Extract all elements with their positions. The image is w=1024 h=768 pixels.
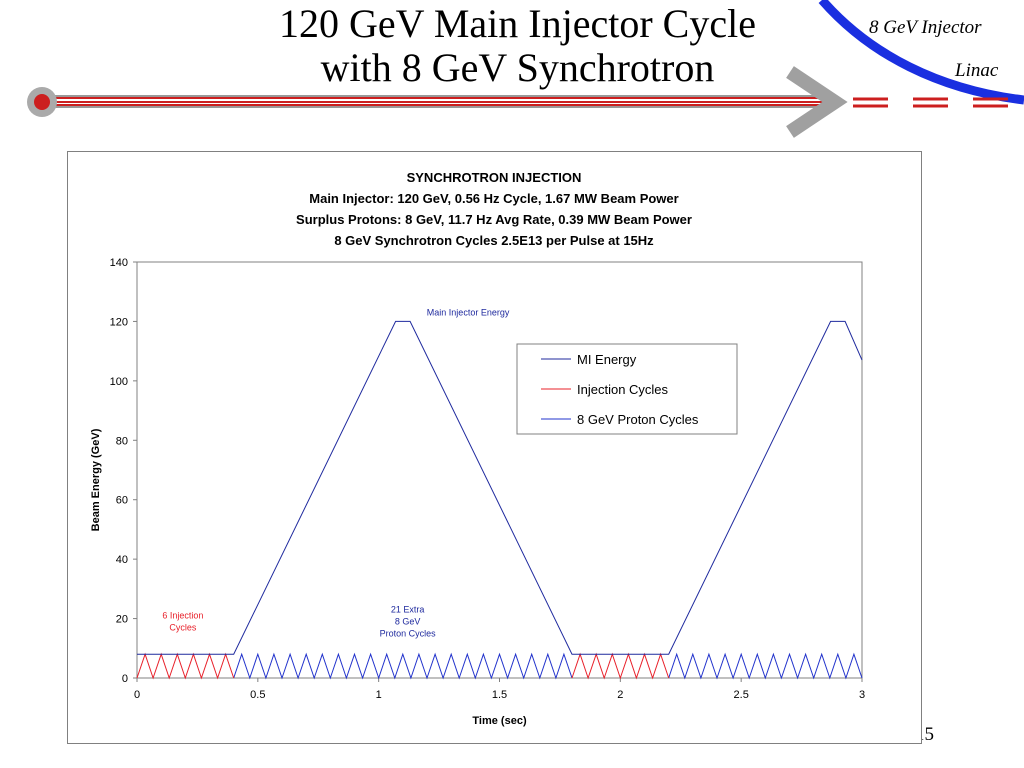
x-tick-label: 2	[617, 689, 623, 701]
linac-arc	[818, 0, 1024, 105]
mi-energy-line	[137, 320, 863, 655]
slide-decoration	[27, 0, 1024, 138]
y-tick-label: 80	[116, 435, 128, 447]
y-tick-label: 60	[116, 495, 128, 507]
injection-cycles-line-2	[571, 652, 670, 680]
y-tick-label: 0	[122, 673, 128, 685]
linac-dashes	[853, 97, 1008, 108]
x-tick-label: 1	[376, 689, 382, 701]
legend-label: MI Energy	[577, 352, 637, 367]
chart-title-line-1: SYNCHROTRON INJECTION	[407, 170, 582, 185]
annotation-3-line-1: 21 Extra	[391, 605, 425, 615]
slide-title-line2: with 8 GeV Synchrotron	[320, 45, 715, 90]
y-tick-label: 40	[116, 554, 128, 566]
y-tick-label: 120	[110, 316, 128, 328]
annotation-2-line-1: 6 Injection	[162, 611, 203, 621]
y-axis-label: Beam Energy (GeV)	[90, 428, 102, 531]
chart-title-line-4: 8 GeV Synchrotron Cycles 2.5E13 per Puls…	[334, 233, 654, 248]
proton-cycles-line-2	[668, 652, 863, 680]
annotation-1-line-1: Main Injector Energy	[427, 307, 510, 317]
chart: SYNCHROTRON INJECTION Main Injector: 120 …	[90, 170, 865, 727]
injection-cycles-line-1	[136, 652, 235, 680]
y-tick-label: 140	[110, 257, 128, 269]
y-tick-label: 100	[110, 376, 128, 388]
legend-label: 8 GeV Proton Cycles	[577, 412, 699, 427]
chart-title-line-3: Surplus Protons: 8 GeV, 11.7 Hz Avg Rate…	[296, 212, 692, 227]
annotation-3-line-3: Proton Cycles	[380, 629, 437, 639]
linac-label-line1: 8 GeV Injector	[869, 17, 982, 38]
legend-label: Injection Cycles	[577, 382, 669, 397]
chart-frame: SYNCHROTRON INJECTION Main Injector: 120 …	[67, 151, 922, 744]
plot-area	[136, 261, 863, 679]
x-tick-label: 3	[859, 689, 865, 701]
slide-title-line1: 120 GeV Main Injector Cycle	[279, 1, 756, 46]
annotation-2-line-2: Cycles	[169, 623, 197, 633]
annotation-3-line-2: 8 GeV	[395, 617, 421, 627]
linac-label-line2: Linac	[955, 60, 999, 81]
chart-title-line-2: Main Injector: 120 GeV, 0.56 Hz Cycle, 1…	[309, 191, 678, 206]
beam-start-dot	[34, 94, 50, 110]
beam-arrow-chevron-icon	[786, 66, 848, 138]
slide-title: 120 GeV Main Injector Cycle with 8 GeV S…	[240, 2, 795, 90]
proton-cycles-line-1	[233, 652, 573, 680]
x-tick-label: 1.5	[492, 689, 507, 701]
x-tick-label: 0.5	[250, 689, 265, 701]
x-axis-label: Time (sec)	[472, 715, 527, 727]
x-tick-label: 2.5	[734, 689, 749, 701]
y-tick-label: 20	[116, 614, 128, 626]
x-tick-label: 0	[134, 689, 140, 701]
beamline	[27, 66, 1008, 138]
